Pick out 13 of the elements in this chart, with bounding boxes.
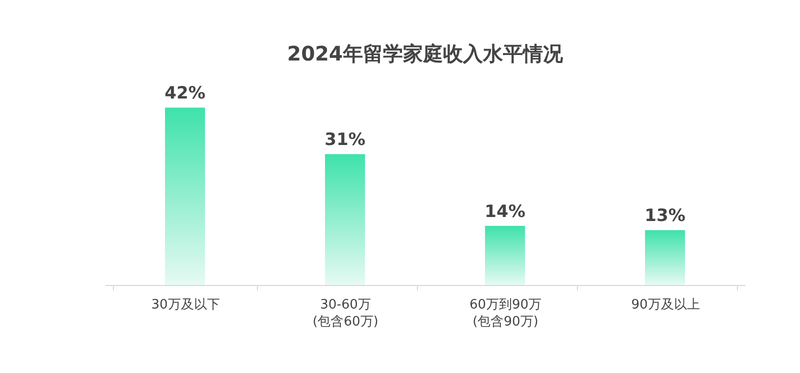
data-label: 14%	[484, 202, 526, 222]
bar	[325, 154, 365, 285]
x-tick-label: 60万到90万 (包含90万)	[469, 298, 542, 330]
data-label: 42%	[164, 84, 206, 104]
data-label: 13%	[644, 206, 686, 226]
bar	[645, 230, 685, 285]
x-tick-label: 90万及以上	[631, 298, 700, 312]
data-label: 31%	[324, 130, 366, 150]
bar	[165, 108, 205, 285]
x-tick-label: 30万及以下	[151, 298, 220, 312]
bar	[485, 226, 525, 285]
x-tick-label: 30-60万 (包含60万)	[312, 298, 378, 330]
chart-title: 2024年留学家庭收入水平情况	[287, 42, 564, 66]
